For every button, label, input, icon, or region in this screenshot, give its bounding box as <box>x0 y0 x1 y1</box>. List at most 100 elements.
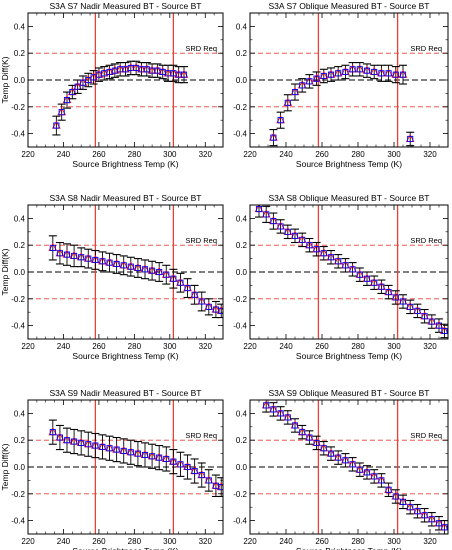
square-marker <box>277 223 284 230</box>
square-marker <box>363 67 371 74</box>
data-point <box>405 131 415 147</box>
data-point <box>427 512 437 527</box>
data-point <box>131 60 141 76</box>
y-tick-label: 0.2 <box>14 436 26 445</box>
data-point <box>405 299 415 315</box>
data-point <box>112 254 121 274</box>
square-marker <box>113 446 120 453</box>
y-tick-label: 0.0 <box>14 268 26 277</box>
chart-panel-1: 220 240 260 280 300 320 -0.4 -0.2 0.0 0.2 0.4 S3A S… <box>0 1 224 169</box>
square-marker <box>291 232 299 239</box>
data-point <box>73 79 82 94</box>
data-point <box>261 205 271 223</box>
data-point <box>55 241 65 265</box>
data-point <box>69 244 79 268</box>
y-tick-label: 0.0 <box>236 463 248 472</box>
square-marker <box>263 402 270 409</box>
square-marker <box>385 70 392 77</box>
square-marker <box>306 242 313 249</box>
square-marker <box>306 434 313 441</box>
y-tick-label: -0.2 <box>11 103 25 112</box>
square-marker <box>218 307 223 314</box>
x-tick-label: 280 <box>351 342 365 351</box>
square-marker <box>163 271 170 278</box>
square-marker <box>356 66 363 73</box>
square-marker <box>385 289 392 296</box>
data-point <box>105 435 114 461</box>
square-marker <box>414 508 421 515</box>
x-axis-label: Source Brightness Temp (K) <box>72 546 178 550</box>
square-marker <box>120 447 127 454</box>
square-marker <box>284 228 291 235</box>
square-marker <box>363 275 371 282</box>
square-marker <box>71 438 78 445</box>
x-tick-label: 320 <box>199 342 213 351</box>
square-marker <box>184 463 191 471</box>
data-point <box>283 94 293 112</box>
square-marker <box>335 454 342 461</box>
data-point <box>119 255 129 276</box>
y-tick-label: 0.2 <box>236 241 248 250</box>
data-point <box>183 278 192 299</box>
square-marker <box>127 263 134 270</box>
square-marker <box>421 313 428 320</box>
x-tick-label: 280 <box>128 537 142 546</box>
y-tick-label: 0.0 <box>14 463 26 472</box>
square-marker <box>49 244 56 251</box>
square-marker <box>306 78 313 85</box>
x-tick-label: 300 <box>387 342 401 351</box>
data-point <box>83 431 93 457</box>
data-point <box>204 298 214 316</box>
data-point <box>169 449 178 475</box>
data-point <box>62 91 72 109</box>
data-point <box>57 103 67 121</box>
square-marker <box>335 258 342 265</box>
data-point <box>62 243 72 266</box>
x-tick-label: 240 <box>57 150 71 159</box>
data-point <box>413 303 422 319</box>
srd-req-annotation: SRD Req <box>185 236 217 245</box>
y-tick-label: -0.4 <box>233 322 247 331</box>
square-marker <box>441 327 448 335</box>
y-tick-label: 0.4 <box>14 214 26 223</box>
square-marker <box>327 254 335 261</box>
x-tick-label: 300 <box>163 537 177 546</box>
x-tick-label: 260 <box>315 342 329 351</box>
x-axis-label: Source Brightness Temp (K) <box>72 159 178 169</box>
data-point <box>254 205 264 218</box>
data-point <box>169 268 178 289</box>
square-marker <box>163 455 170 463</box>
data-point <box>333 450 343 465</box>
y-tick-label: -0.2 <box>233 103 247 112</box>
srd-req-annotation: SRD Req <box>410 236 442 245</box>
data-point <box>76 247 86 268</box>
square-marker <box>78 254 85 261</box>
chart-title: S3A S9 Nadir Measured BT - Source BT <box>50 388 202 398</box>
data-point <box>369 64 379 80</box>
square-marker <box>414 307 421 314</box>
data-point <box>91 432 100 459</box>
x-tick-label: 220 <box>243 150 257 159</box>
data-point <box>153 63 162 78</box>
data-point <box>362 63 372 78</box>
square-marker <box>342 262 349 269</box>
data-point <box>398 294 408 309</box>
data-point <box>133 440 143 467</box>
square-marker <box>421 512 428 519</box>
data-point <box>52 115 61 136</box>
y-axis-label: Temp Diff(K) <box>0 248 10 295</box>
square-marker <box>441 524 448 531</box>
data-point <box>312 71 321 86</box>
chart-panel-2: 220 240 260 280 300 320 -0.4 -0.2 0.0 0.2 0.4 S3A S… <box>233 1 449 169</box>
x-tick-label: 320 <box>423 537 437 546</box>
y-tick-label: -0.4 <box>233 130 247 139</box>
square-marker <box>198 298 205 305</box>
data-point <box>190 284 199 305</box>
square-marker <box>284 414 291 421</box>
data-point <box>216 477 223 498</box>
square-marker <box>191 291 198 298</box>
square-marker <box>327 71 335 78</box>
data-point <box>319 68 329 84</box>
square-marker <box>205 303 212 310</box>
data-point <box>269 129 278 147</box>
